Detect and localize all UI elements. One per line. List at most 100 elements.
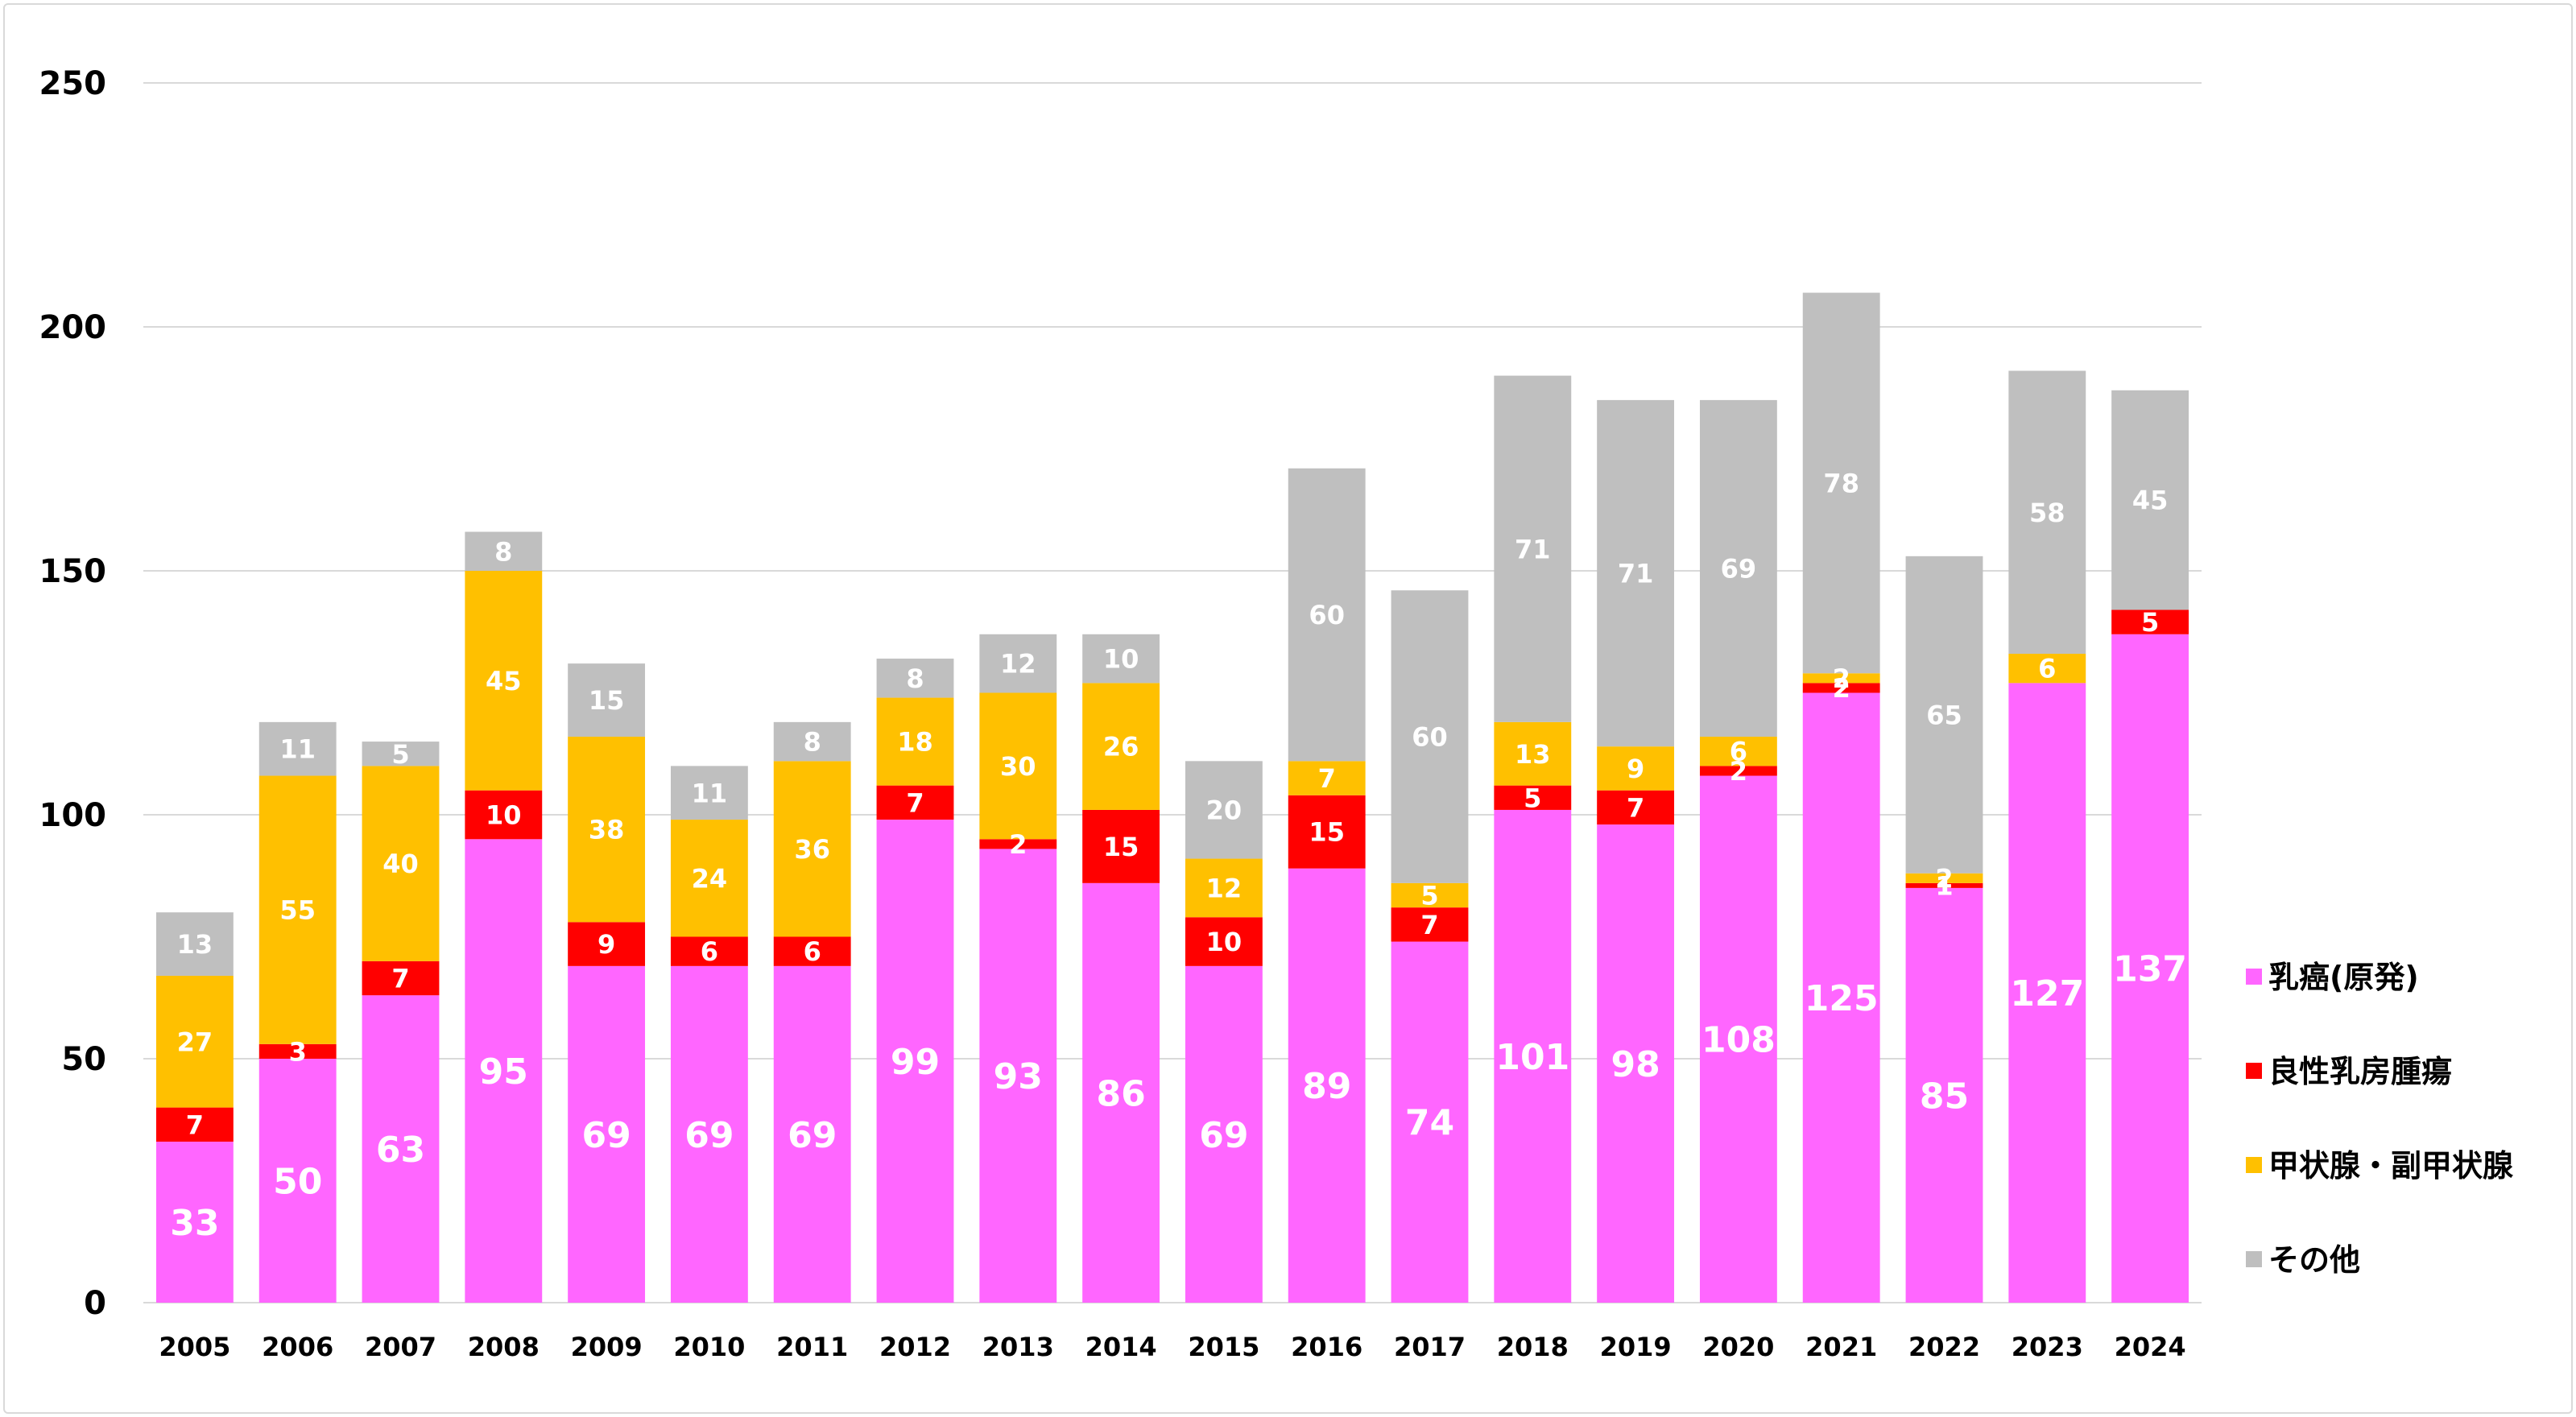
bar-segment-2010-series-0 xyxy=(670,965,748,1303)
data-label-2021-series-0: 125 xyxy=(1805,978,1879,1019)
bar-segment-2014-series-1 xyxy=(1082,809,1160,883)
x-tick-label: 2015 xyxy=(1188,1332,1259,1362)
data-label-2013-series-2: 30 xyxy=(1000,751,1036,782)
data-label-2018-series-2: 13 xyxy=(1515,739,1551,770)
data-label-2015-series-0: 69 xyxy=(1199,1115,1248,1156)
bar-segment-2011-series-2 xyxy=(773,761,851,937)
bar-segment-2020-series-1 xyxy=(1699,766,1777,776)
data-label-2021-series-1: 2 xyxy=(1833,673,1850,704)
x-tick-label: 2009 xyxy=(571,1332,643,1362)
bar-segment-2012-series-0 xyxy=(876,820,954,1303)
bar-segment-2009-series-1 xyxy=(568,922,646,966)
bar-segment-2021-series-1 xyxy=(1802,683,1880,693)
data-label-2011-series-1: 6 xyxy=(804,936,821,967)
data-label-2019-series-1: 7 xyxy=(1627,792,1644,823)
data-label-2010-series-1: 6 xyxy=(701,936,718,967)
bar-segment-2011-series-3 xyxy=(773,721,851,762)
bar-segment-2006-series-2 xyxy=(258,775,337,1044)
data-label-2014-series-3: 10 xyxy=(1103,644,1139,675)
data-label-2006-series-1: 3 xyxy=(289,1036,307,1067)
chart-frame xyxy=(3,3,2573,1414)
bar-segment-2017-series-3 xyxy=(1391,590,1469,883)
bar-segment-2019-series-2 xyxy=(1597,746,1675,791)
bar-segment-2015-series-0 xyxy=(1185,965,1263,1303)
x-tick-label: 2019 xyxy=(1600,1332,1672,1362)
data-label-2007-series-1: 7 xyxy=(391,964,409,994)
bar-segment-2006-series-1 xyxy=(258,1043,337,1059)
legend-swatch-2 xyxy=(2246,1157,2262,1173)
data-label-2018-series-0: 101 xyxy=(1495,1037,1569,1078)
data-label-2006-series-0: 50 xyxy=(273,1161,322,1202)
data-label-2010-series-3: 11 xyxy=(692,778,728,808)
data-label-2020-series-3: 69 xyxy=(1721,553,1757,584)
bar-segment-2008-series-0 xyxy=(465,839,543,1303)
data-label-2012-series-2: 18 xyxy=(897,727,933,758)
data-label-2019-series-2: 9 xyxy=(1627,754,1644,784)
legend-swatch-0 xyxy=(2246,969,2262,985)
bar-segment-2012-series-3 xyxy=(876,659,954,698)
x-tick-label: 2023 xyxy=(2012,1332,2083,1362)
data-label-2012-series-1: 7 xyxy=(906,787,924,818)
data-label-2023-series-0: 127 xyxy=(2010,973,2084,1014)
data-label-2009-series-1: 9 xyxy=(597,929,615,960)
legend-swatch-3 xyxy=(2246,1251,2262,1267)
data-label-2009-series-2: 38 xyxy=(589,815,625,845)
x-tick-label: 2014 xyxy=(1085,1332,1157,1362)
bar-segment-2015-series-2 xyxy=(1185,858,1263,918)
data-label-2007-series-2: 40 xyxy=(382,849,419,879)
bar-segment-2017-series-0 xyxy=(1391,941,1469,1303)
x-tick-label: 2007 xyxy=(365,1332,436,1362)
data-label-2006-series-2: 55 xyxy=(279,895,316,926)
data-label-2021-series-2: 2 xyxy=(1833,663,1850,694)
data-label-2010-series-2: 24 xyxy=(692,863,728,894)
y-tick-label: 200 xyxy=(39,309,107,346)
bar-segment-2023-series-0 xyxy=(2008,683,2086,1303)
data-label-2015-series-1: 10 xyxy=(1206,927,1243,957)
legend-label-2: 甲状腺・副甲状腺 xyxy=(2268,1148,2514,1184)
x-tick-label: 2018 xyxy=(1497,1332,1569,1362)
bar-segment-2023-series-3 xyxy=(2008,370,2086,655)
data-label-2016-series-1: 15 xyxy=(1309,817,1345,848)
x-axis: 2005 2006 2007 2008 2009 2010 2011 2012 2013 2014… xyxy=(159,1332,2185,1362)
bar-segment-2007-series-2 xyxy=(362,766,440,961)
data-label-2011-series-2: 36 xyxy=(794,834,830,865)
data-label-2009-series-3: 15 xyxy=(589,685,625,716)
data-label-2007-series-0: 63 xyxy=(376,1130,425,1171)
legend-swatch-1 xyxy=(2246,1063,2262,1079)
x-tick-label: 2006 xyxy=(262,1332,333,1362)
data-label-2011-series-3: 8 xyxy=(804,727,821,758)
bar-segment-2024-series-0 xyxy=(2111,634,2189,1303)
bar-segment-2008-series-2 xyxy=(465,571,543,791)
bar-segment-2020-series-0 xyxy=(1699,775,1777,1303)
bar-segment-2009-series-3 xyxy=(568,663,646,737)
x-tick-label: 2011 xyxy=(776,1332,848,1362)
bar-segment-2008-series-1 xyxy=(465,790,543,840)
data-label-2017-series-2: 5 xyxy=(1420,881,1438,911)
data-label-2014-series-0: 86 xyxy=(1096,1073,1145,1114)
y-tick-label: 250 xyxy=(39,65,107,102)
bar-segment-2021-series-0 xyxy=(1802,692,1880,1303)
x-tick-label: 2017 xyxy=(1394,1332,1466,1362)
data-label-2020-series-2: 6 xyxy=(1730,737,1747,767)
data-label-2022-series-2: 2 xyxy=(1935,863,1953,894)
bar-segment-2010-series-3 xyxy=(670,766,748,820)
x-tick-label: 2012 xyxy=(879,1332,951,1362)
data-label-2021-series-3: 78 xyxy=(1823,468,1859,498)
data-label-2012-series-3: 8 xyxy=(906,663,924,694)
data-label-2010-series-0: 69 xyxy=(684,1115,734,1156)
data-label-2008-series-1: 10 xyxy=(486,800,522,831)
bar-segment-2017-series-1 xyxy=(1391,907,1469,942)
data-label-2017-series-3: 60 xyxy=(1412,722,1448,753)
x-tick-label: 2016 xyxy=(1291,1332,1362,1362)
bar-segment-2019-series-1 xyxy=(1597,790,1675,825)
bar-segment-2005-series-1 xyxy=(155,1107,234,1142)
bar-segment-2011-series-1 xyxy=(773,936,851,966)
bar-segment-2005-series-2 xyxy=(155,975,234,1108)
bar-segment-2017-series-2 xyxy=(1391,882,1469,908)
bar-segment-2021-series-3 xyxy=(1802,292,1880,674)
bar-segment-2022-series-0 xyxy=(1905,887,1983,1303)
data-label-2013-series-3: 12 xyxy=(1000,649,1036,680)
bar-segment-2022-series-2 xyxy=(1905,873,1983,883)
data-label-2005-series-3: 13 xyxy=(177,929,213,960)
